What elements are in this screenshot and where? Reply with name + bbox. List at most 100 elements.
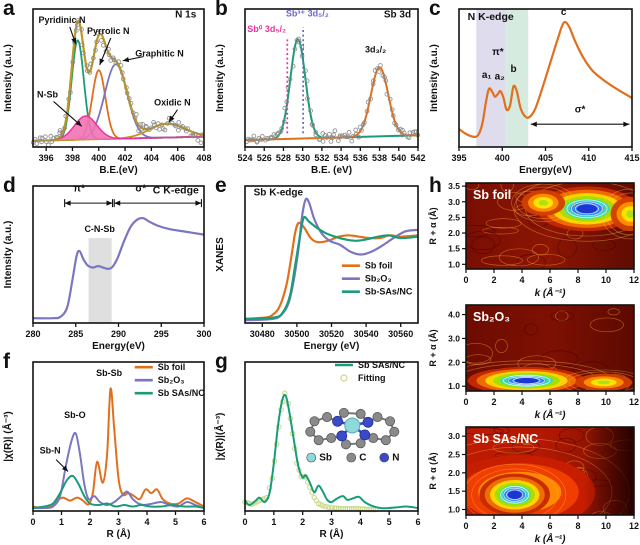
legend-label: Sb foil (158, 362, 186, 372)
data-point (390, 113, 396, 119)
contour-texture (481, 255, 523, 266)
contour-level (597, 380, 611, 385)
series-C K-edge spectrum (32, 216, 205, 320)
contour-plot-area (466, 305, 634, 391)
annotation: C-N-Sb (84, 224, 115, 234)
contour-texture (592, 239, 616, 251)
data-point (68, 90, 73, 95)
panel-c-n-kedge: c 395 400 405 410 415 Energy(eV) Intensity (a.… (426, 0, 640, 177)
plot-frame (244, 185, 419, 324)
contour-sample-label: Sb foil (473, 188, 511, 202)
wt-contour-2-svg: Sb₂O₃ 0 2 4 6 8 10 12 k (Å⁻¹) 1.0 2.0 3.0 4.0 R + α (… (428, 304, 639, 421)
contour-ring (471, 468, 559, 515)
contour-texture (532, 244, 549, 256)
carbon-atom (355, 438, 366, 449)
data-point (63, 113, 69, 119)
x-tick-label: 0 (30, 517, 35, 527)
panel-d-c-kedge: d 280 285 290 295 300 Energy(eV) Intensity (a.… (0, 175, 212, 353)
data-point (335, 138, 341, 144)
panel-a-chart: 396 398 400 402 404 406 408 B.E.(eV) Intensity (… (0, 0, 212, 177)
panel-d-chart: 280 285 290 295 300 Energy(eV) Intensity (a.u.… (0, 177, 212, 353)
arrowhead (99, 58, 105, 65)
y-axis-label: Intensity (a.u.) (215, 44, 226, 112)
contour-level (514, 377, 539, 384)
x-tick-label: 2 (300, 517, 305, 527)
data-point (383, 78, 389, 84)
carbon-atom (305, 426, 316, 437)
carbon-atom (372, 412, 383, 423)
chart-e-svg: 30480 30500 30520 30540 30560 Energy (eV) XANE… (215, 185, 419, 352)
x-tick-label: 405 (538, 153, 553, 163)
arrowhead (75, 120, 82, 127)
x-tick-label: 4 (519, 275, 524, 285)
x-tick-label: 408 (196, 153, 211, 163)
atom-legend-swatch (306, 452, 317, 463)
data-point (113, 60, 119, 66)
carbon-atom (326, 433, 337, 444)
panel-letter-f: f (3, 350, 10, 373)
x-tick-label: 12 (629, 275, 639, 285)
contour-texture (485, 218, 522, 229)
panel-f-chart: 0 1 2 3 4 5 6 R (Å) |χ(R)| (Å⁻³) Sb-Sb Sb-O Sb-N Sb … (0, 353, 212, 545)
annotation: Pyrrolic N (87, 26, 130, 36)
y-axis-label: R + α (Å) (428, 207, 438, 244)
data-point (346, 134, 351, 140)
panel-letter-a: a (3, 0, 15, 20)
annotation: π* (73, 183, 85, 194)
x-tick-label: 396 (39, 153, 54, 163)
data-point (93, 47, 98, 53)
data-point (362, 120, 367, 125)
panel-b-xps-sb3d: b 524 526 528 530 532 534 536 538 540 542 B.E. (eV… (212, 0, 426, 177)
annotation: Sb³⁺ 3d₅/₂ (286, 9, 329, 19)
series-Sb foil (244, 221, 419, 320)
molecule-inset (305, 407, 400, 450)
arrowhead (64, 200, 71, 206)
atom-legend-label: Sb (319, 453, 332, 464)
data-point (393, 122, 399, 128)
x-tick-label: 30500 (284, 329, 309, 339)
data-point (62, 125, 68, 131)
legend-label: Sb-SAs/NC (365, 287, 413, 297)
chart-g-svg: 0 1 2 3 4 5 6 R (Å) |χ(R)|(Å⁻³) Sb SAs/NC Fitting S… (213, 360, 421, 540)
data-point (353, 127, 359, 133)
x-tick-label: 542 (410, 153, 425, 163)
data-point (60, 130, 65, 135)
y-tick-label: 2.0 (448, 468, 460, 478)
data-point (120, 76, 126, 82)
data-point (406, 135, 412, 140)
contour-texture (466, 183, 480, 190)
arrowhead (122, 57, 130, 63)
carbon-atom (313, 435, 324, 446)
contour-level (576, 204, 598, 214)
data-point (88, 61, 94, 67)
data-point (349, 138, 355, 144)
y-axis-label: R + α (Å) (428, 329, 438, 366)
contour-core-ring (506, 489, 524, 501)
data-point (34, 141, 40, 146)
legend-label: Sb SAs/NC (358, 360, 406, 370)
data-point (90, 55, 96, 61)
x-axis-label: k (Å⁻¹) (535, 532, 567, 545)
x-tick-label: 2 (491, 397, 496, 407)
fit-point (320, 503, 326, 509)
x-tick-label: 526 (257, 153, 272, 163)
chart-b-svg: 524 526 528 530 532 534 536 538 540 542 B.E. (eV) I… (215, 8, 426, 176)
chart-c-svg: 395 400 405 410 415 Energy(eV) Intensity (a.u.… (429, 7, 640, 176)
data-point (176, 120, 182, 125)
data-point (378, 63, 383, 68)
data-point (324, 135, 330, 140)
data-point (183, 126, 188, 132)
series-Fit envelope (32, 19, 205, 142)
legend-label: Fitting (358, 373, 386, 383)
x-tick-label: 398 (65, 153, 80, 163)
data-point (140, 122, 146, 127)
series-Sb 3d5/2 (244, 38, 419, 142)
x-axis-label: k (Å⁻¹) (535, 286, 567, 299)
data-point (133, 112, 139, 117)
x-tick-label: 2 (491, 275, 496, 285)
x-tick-label: 0 (242, 517, 247, 527)
contour-texture (520, 433, 532, 446)
contour-plot-area (466, 427, 634, 515)
data-point (184, 128, 189, 134)
contour-core-ring (566, 199, 608, 219)
